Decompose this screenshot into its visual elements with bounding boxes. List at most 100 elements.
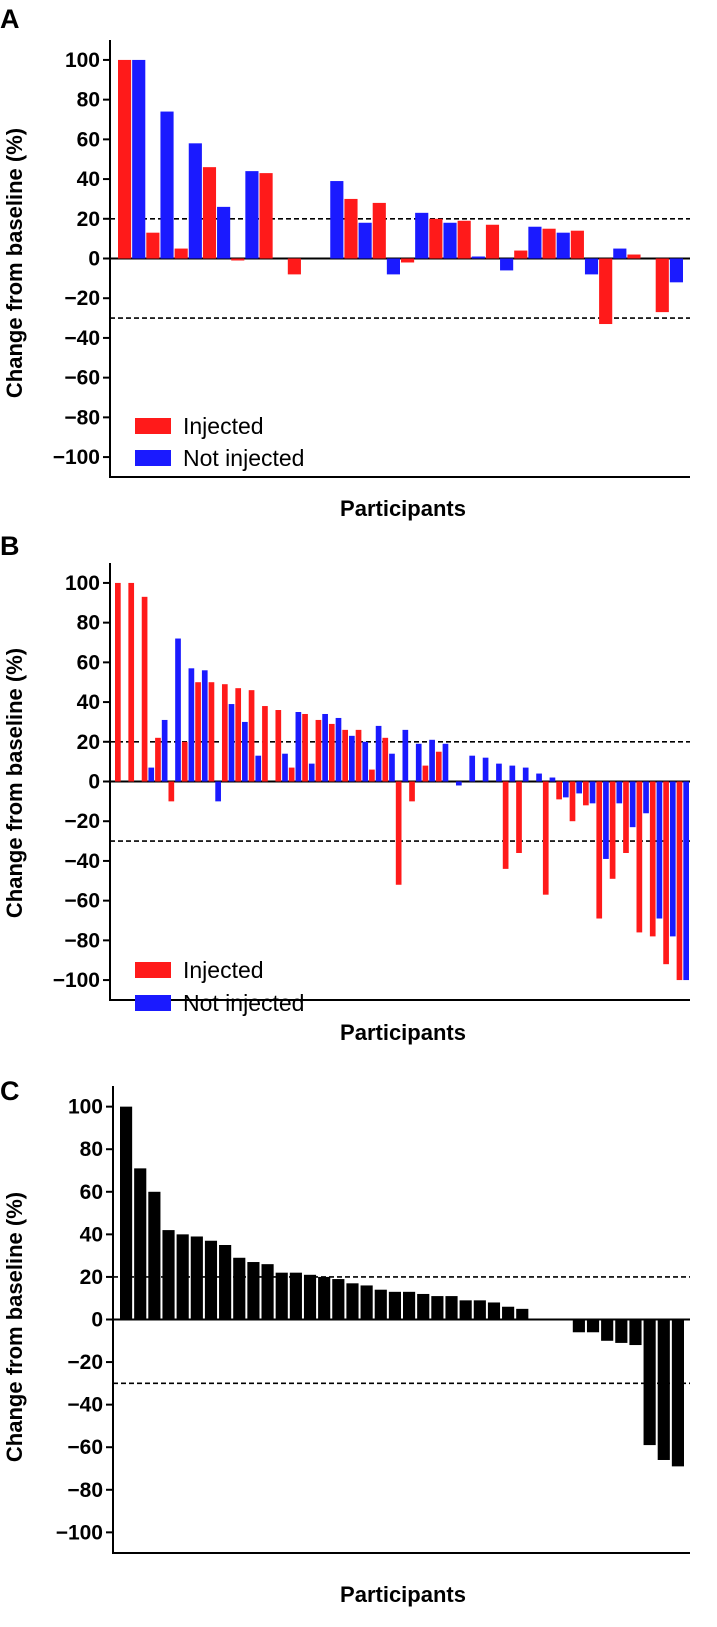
y-tick-label: −80 xyxy=(67,1479,103,1502)
legend-swatch-not-injected-b xyxy=(135,995,171,1011)
bar-all-lesions xyxy=(643,1319,656,1446)
bar-all-lesions xyxy=(148,1191,161,1320)
bar-injected xyxy=(609,781,616,879)
bar-all-lesions xyxy=(233,1257,246,1320)
bar-all-lesions xyxy=(615,1319,628,1343)
bar-not-injected xyxy=(616,781,623,804)
bar-injected xyxy=(262,706,268,782)
y-tick-label: 60 xyxy=(77,651,100,674)
y-tick-label: 0 xyxy=(91,1309,103,1332)
bar-injected xyxy=(315,719,322,782)
bar-not-injected xyxy=(656,781,663,919)
bar-not-injected xyxy=(528,226,542,259)
bar-all-lesions xyxy=(403,1291,416,1320)
bar-injected xyxy=(328,723,335,782)
bar-all-lesions xyxy=(586,1319,600,1333)
bar-not-injected xyxy=(322,713,328,782)
bar-not-injected xyxy=(669,258,683,283)
bar-injected xyxy=(542,781,549,895)
bar-not-injected xyxy=(522,767,529,782)
bar-all-lesions xyxy=(134,1168,147,1320)
panel-letter-b: B xyxy=(0,531,20,561)
bar-not-injected xyxy=(308,763,315,782)
bar-not-injected xyxy=(683,781,689,981)
bar-all-lesions xyxy=(601,1319,614,1341)
bar-all-lesions xyxy=(275,1272,288,1320)
bar-not-injected xyxy=(629,781,636,828)
bar-not-injected xyxy=(335,717,342,782)
bar-injected xyxy=(502,781,509,869)
y-tick-label: 40 xyxy=(77,691,100,714)
bar-all-lesions xyxy=(629,1319,642,1346)
bar-not-injected xyxy=(549,777,556,782)
bar-injected xyxy=(655,258,669,313)
bar-injected xyxy=(369,769,375,782)
legend-b: Injected Not injected xyxy=(135,957,304,1016)
bar-not-injected xyxy=(556,232,570,259)
bar-injected xyxy=(596,781,603,919)
y-tick-label: 100 xyxy=(65,572,100,595)
bar-not-injected xyxy=(536,773,542,782)
bar-not-injected xyxy=(255,755,262,782)
bar-all-lesions xyxy=(459,1300,472,1320)
bar-injected xyxy=(485,224,500,259)
bar-injected xyxy=(115,582,121,782)
bar-not-injected xyxy=(576,781,583,794)
bar-injected xyxy=(344,198,358,259)
bar-not-injected xyxy=(500,258,514,271)
bar-not-injected xyxy=(389,753,395,782)
bar-injected xyxy=(146,232,160,259)
bar-injected xyxy=(128,582,135,782)
bar-all-lesions xyxy=(431,1296,444,1320)
bar-not-injected xyxy=(242,721,248,782)
bar-all-lesions xyxy=(120,1106,133,1320)
bar-injected xyxy=(168,781,175,802)
bar-all-lesions xyxy=(219,1245,232,1320)
bar-injected xyxy=(570,230,584,259)
bar-not-injected xyxy=(482,757,489,782)
bar-all-lesions xyxy=(487,1302,501,1320)
bar-injected xyxy=(556,781,562,800)
bar-not-injected xyxy=(132,59,146,259)
bar-all-lesions xyxy=(572,1319,585,1333)
panel-c: C Change from baseline (%) Participants … xyxy=(0,1076,690,1607)
bar-not-injected xyxy=(330,181,344,259)
bar-not-injected xyxy=(669,781,676,937)
bar-not-injected xyxy=(562,781,569,798)
y-tick-label: −100 xyxy=(56,1521,103,1544)
y-tick-label: 0 xyxy=(88,771,100,794)
legend-label-not-injected-b: Not injected xyxy=(183,990,304,1016)
bar-not-injected xyxy=(469,755,476,782)
bar-all-lesions xyxy=(204,1240,218,1320)
bar-injected xyxy=(355,729,362,782)
bar-not-injected xyxy=(386,258,400,275)
y-tick-label: 20 xyxy=(77,731,100,754)
y-tick-label: −80 xyxy=(64,406,100,429)
bar-injected xyxy=(623,781,629,853)
bar-injected xyxy=(516,781,522,853)
bar-not-injected xyxy=(584,258,599,275)
legend-swatch-not-injected-a xyxy=(135,450,171,466)
bar-not-injected xyxy=(455,781,462,786)
bar-injected xyxy=(409,781,415,802)
legend-swatch-injected-b xyxy=(135,962,171,978)
bar-injected xyxy=(287,258,301,275)
bar-all-lesions xyxy=(360,1285,373,1320)
bar-injected xyxy=(195,682,201,782)
bar-not-injected xyxy=(228,704,235,782)
bar-injected xyxy=(259,173,273,259)
bar-not-injected xyxy=(362,741,369,782)
y-tick-label: −80 xyxy=(64,929,100,952)
bar-injected xyxy=(248,690,255,782)
panel-a: A Change from baseline (%) Participants … xyxy=(0,4,690,521)
bar-injected xyxy=(542,228,556,259)
bar-not-injected xyxy=(471,256,485,259)
bar-not-injected xyxy=(375,725,382,782)
y-tick-label: 20 xyxy=(77,208,100,231)
bar-all-lesions xyxy=(516,1308,529,1320)
panel-letter-a: A xyxy=(0,4,20,34)
bar-injected xyxy=(302,713,308,782)
y-axis-title-a: Change from baseline (%) xyxy=(2,128,27,398)
bar-injected xyxy=(676,781,683,981)
bar-injected xyxy=(235,688,242,782)
